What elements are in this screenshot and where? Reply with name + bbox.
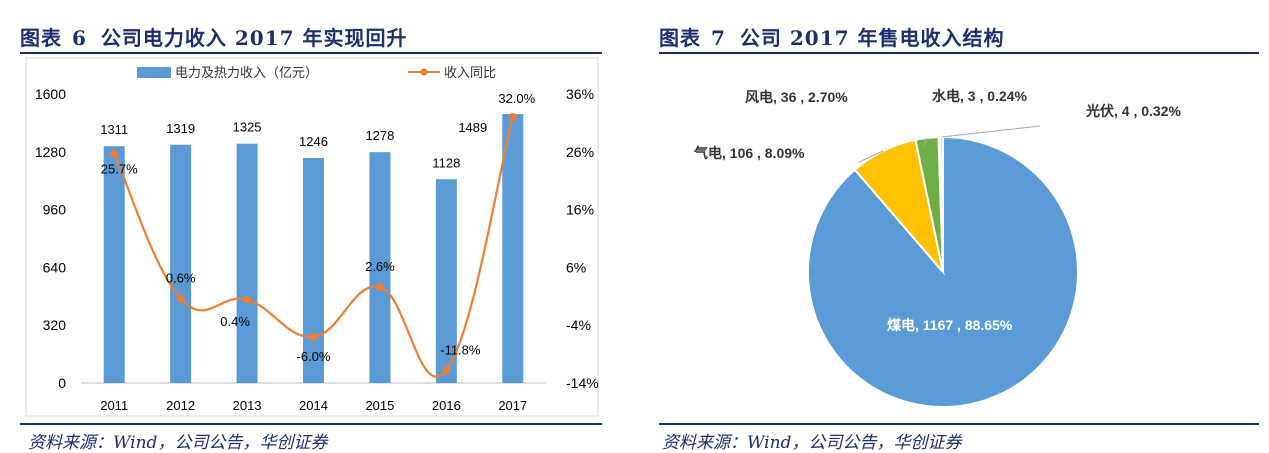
- yoy-growth-point: [375, 283, 384, 292]
- y-left-tick-label: 960: [43, 202, 67, 218]
- yoy-growth-point: [176, 294, 185, 303]
- x-tick-label: 2011: [100, 398, 128, 413]
- revenue-bar-label: 1325: [233, 120, 262, 135]
- revenue-bar-label: 1278: [365, 128, 394, 143]
- pie-slice-label: 水电, 3 , 0.24%: [932, 88, 1027, 104]
- right-title-number: 7: [711, 26, 726, 50]
- revenue-bar-label: 1489: [458, 120, 487, 135]
- pie-leader-line: [941, 125, 1041, 138]
- yoy-growth-label: 2.6%: [365, 259, 395, 274]
- right-title-text: 公司 2017 年售电收入结构: [739, 26, 1005, 50]
- y-right-tick-label: 36%: [566, 86, 594, 102]
- y-right-tick-label: 16%: [566, 202, 594, 218]
- revenue-bar: [435, 179, 457, 383]
- y-left-tick-label: 1600: [35, 86, 66, 102]
- pie-leader-line: [858, 150, 884, 163]
- legend-bar-label: 电力及热力收入（亿元）: [175, 65, 318, 80]
- yoy-growth-point: [243, 295, 252, 304]
- left-figure: 图表 6 公司电力收入 2017 年实现回升 电力及热力收入（亿元） 收入同比 0 32…: [0, 0, 612, 453]
- revenue-bar: [502, 114, 524, 383]
- yoy-growth-point: [309, 332, 318, 341]
- x-tick-label: 2017: [498, 398, 527, 413]
- pie-slice-label: 光伏, 4 , 0.32%: [1085, 103, 1181, 119]
- y-right-tick-label: 26%: [566, 144, 594, 160]
- pie-leader-line: [923, 137, 928, 147]
- revenue-bar-label: 1311: [100, 122, 128, 137]
- legend-bar-swatch: [137, 67, 171, 78]
- x-tick-label: 2014: [299, 398, 328, 413]
- pie-slice-label: 煤电, 1167 , 88.65%: [887, 317, 1013, 333]
- yoy-growth-label: 32.0%: [498, 91, 535, 106]
- revenue-bar: [303, 157, 324, 383]
- yoy-growth-label: 0.6%: [166, 271, 196, 286]
- legend-line-label: 收入同比: [444, 65, 496, 80]
- left-title-number: 6: [72, 26, 87, 50]
- legend-line-marker: [420, 68, 428, 76]
- revenue-bar-label: 1246: [299, 134, 328, 149]
- x-tick-label: 2012: [166, 398, 195, 413]
- pie-slice-label: 气电, 106 , 8.09%: [693, 145, 805, 161]
- y-right-tick-label: -4%: [566, 317, 591, 333]
- revenue-bar: [369, 152, 391, 383]
- yoy-growth-label: -6.0%: [297, 349, 331, 364]
- revenue-bar: [170, 144, 192, 383]
- x-tick-label: 2015: [365, 398, 394, 413]
- left-source-note: 资料来源：Wind，公司公告，华创证券: [28, 433, 328, 453]
- right-title-prefix: 图表: [659, 26, 701, 50]
- pie-slice-label: 风电, 36 , 2.70%: [745, 89, 848, 105]
- right-source-note: 资料来源：Wind，公司公告，华创证券: [662, 433, 962, 453]
- revenue-bar: [103, 146, 125, 383]
- yoy-growth-point: [508, 113, 517, 122]
- left-title-text: 公司电力收入 2017 年实现回升: [100, 26, 408, 50]
- right-figure: 图表 7 公司 2017 年售电收入结构 煤电, 1167 , 88.65% 气电, …: [654, 0, 1269, 453]
- revenue-combo-chart: 电力及热力收入（亿元） 收入同比 0 320 640 960 1280 1600 -14% -…: [25, 57, 599, 417]
- x-tick-label: 2013: [233, 398, 262, 413]
- left-figure-title: 图表 6 公司电力收入 2017 年实现回升: [20, 22, 408, 51]
- revenue-bar-label: 1128: [432, 155, 460, 170]
- left-bottom-rule: [20, 423, 602, 425]
- yoy-growth-point: [442, 366, 451, 375]
- yoy-growth-label: 25.7%: [101, 162, 138, 177]
- revenue-bar: [236, 143, 258, 383]
- left-title-rule: [20, 52, 602, 54]
- chart-frame: [25, 57, 599, 417]
- right-bottom-rule: [659, 423, 1259, 425]
- right-title-rule: [659, 52, 1259, 54]
- y-left-tick-label: 0: [58, 375, 66, 391]
- left-title-prefix: 图表: [20, 26, 62, 50]
- revenue-bar-label: 1319: [166, 121, 195, 136]
- yoy-growth-label: -11.8%: [440, 342, 481, 357]
- y-left-tick-label: 1280: [35, 144, 66, 160]
- sales-structure-pie-chart: 煤电, 1167 , 88.65% 气电, 106 , 8.09% 风电, 36 ,…: [693, 88, 1181, 408]
- y-left-tick-label: 320: [43, 317, 67, 333]
- yoy-growth-point: [110, 149, 119, 158]
- y-right-tick-label: -14%: [566, 375, 599, 391]
- yoy-growth-label: 0.4%: [220, 314, 250, 329]
- y-left-tick-label: 640: [43, 259, 67, 275]
- y-right-tick-label: 6%: [566, 259, 586, 275]
- x-tick-label: 2016: [432, 398, 461, 413]
- right-figure-title: 图表 7 公司 2017 年售电收入结构: [659, 22, 1005, 51]
